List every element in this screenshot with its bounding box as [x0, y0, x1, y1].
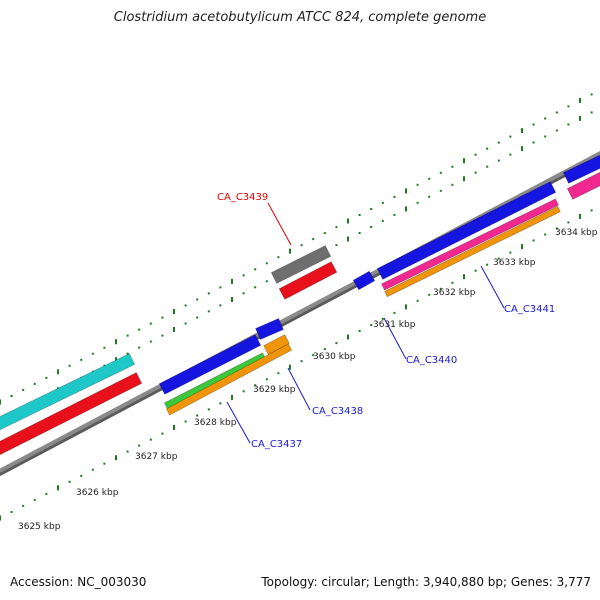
gene-label-CA_C3438: CA_C3438 — [312, 406, 363, 417]
scale-label: 3628 kbp — [194, 418, 237, 428]
scale-label: 3633 kbp — [493, 258, 536, 268]
gene-bar-orange-3438 — [263, 334, 290, 355]
leader-CA_C3438 — [287, 367, 311, 411]
genome-summary-text: Topology: circular; Length: 3,940,880 bp… — [261, 575, 591, 589]
gene-bar-red-left — [0, 372, 143, 456]
leader-CA_C3437 — [226, 401, 251, 444]
scale-label: 3627 kbp — [135, 452, 178, 462]
leader-CA_C3441 — [480, 265, 505, 309]
gene-label-CA_C3441: CA_C3441 — [504, 304, 555, 315]
gene-bar-orange-3441 — [384, 205, 561, 298]
scale-ticks — [0, 93, 593, 521]
gene-label-CA_C3440: CA_C3440 — [406, 355, 457, 366]
gene-bar-orange-3437 — [165, 343, 293, 416]
scale-label: 3634 kbp — [555, 228, 598, 238]
gene-bar-blue-right — [562, 154, 600, 184]
leader-CA_C3439 — [267, 202, 292, 246]
gene-label-CA_C3439: CA_C3439 — [217, 192, 268, 203]
gene-label-CA_C3437: CA_C3437 — [251, 439, 302, 450]
gene-features — [0, 154, 600, 456]
scale-labels: 3625 kbp 3626 kbp 3627 kbp 3628 kbp 3629 kbp… — [18, 228, 598, 532]
scale-label: 3625 kbp — [18, 522, 61, 532]
gene-bar-blue-3438 — [255, 318, 284, 340]
accession-text: Accession: NC_003030 — [10, 575, 147, 589]
leader-CA_C3440 — [383, 317, 407, 360]
gene-bar-pink-3441 — [381, 198, 559, 291]
gene-bar-gray-3439 — [270, 245, 332, 284]
scale-label: 3629 kbp — [253, 385, 296, 395]
gene-bar-blue-3441 — [376, 181, 557, 280]
scale-label: 3630 kbp — [313, 352, 356, 362]
scale-label: 3632 kbp — [433, 288, 476, 298]
map-title: Clostridium acetobutylicum ATCC 824, com… — [113, 10, 487, 25]
scale-label: 3626 kbp — [76, 488, 119, 498]
backbone-line — [0, 151, 600, 473]
scale-label: 3631 kbp — [373, 320, 416, 330]
gene-bar-blue-3440 — [352, 270, 376, 291]
label-leader-lines — [226, 202, 505, 444]
gene-bar-pink-right — [566, 171, 600, 200]
gene-bar-blue-3437 — [158, 334, 262, 395]
gene-labels: CA_C3439 CA_C3437 CA_C3438 CA_C3440 CA_C3441 — [217, 192, 555, 450]
gene-bar-cyan — [0, 353, 135, 431]
gene-bar-red-3439 — [278, 261, 338, 300]
